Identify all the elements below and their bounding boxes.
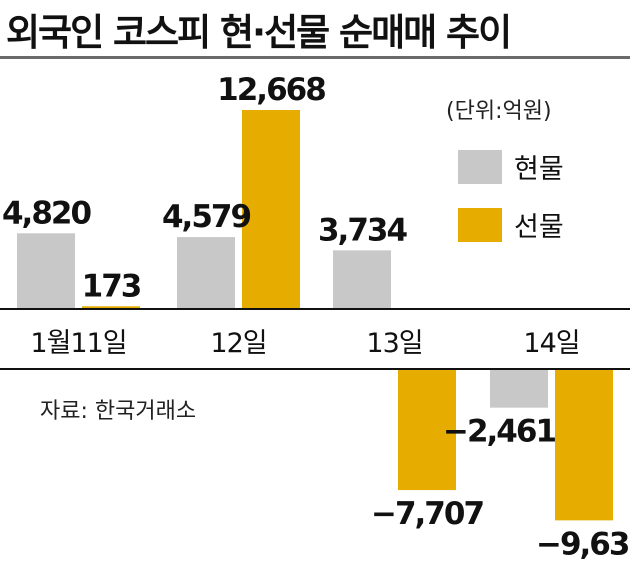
bar-futures-2	[398, 369, 456, 491]
value-label-futures-2: −7,707	[371, 496, 483, 532]
legend-swatch-futures	[458, 207, 502, 242]
value-label-spot-0: 4,820	[2, 195, 91, 231]
x-tick-label-0: 1월11일	[30, 328, 126, 359]
bar-spot-0	[17, 233, 75, 309]
x-tick-label-1: 12일	[210, 328, 266, 359]
bar-spot-3	[490, 369, 548, 408]
bar-spot-2	[333, 250, 391, 309]
legend-label-futures: 선물	[514, 212, 564, 243]
bar-futures-3	[555, 369, 613, 521]
title-band: 외국인 코스피 현·선물 순매매 추이	[0, 0, 630, 54]
bar-spot-1	[177, 237, 235, 309]
legend-item-spot: 현물	[458, 147, 564, 186]
value-label-spot-2: 3,734	[318, 212, 407, 248]
title-divider	[0, 56, 630, 59]
value-label-futures-1: 12,668	[217, 72, 325, 108]
legend-label-spot: 현물	[514, 154, 564, 185]
unit-note: (단위:억원)	[446, 99, 552, 124]
bar-futures-0	[82, 306, 140, 309]
source-note: 자료: 한국거래소	[40, 399, 197, 424]
value-label-futures-0: 173	[82, 268, 141, 304]
x-tick-label-2: 13일	[366, 328, 422, 359]
x-tick-label-3: 14일	[523, 328, 579, 359]
legend-item-futures: 선물	[458, 205, 564, 244]
chart-title: 외국인 코스피 현·선물 순매매 추이	[6, 11, 512, 54]
value-label-spot-1: 4,579	[162, 199, 250, 235]
value-label-futures-3: −9,635	[536, 526, 630, 562]
bar-futures-1	[242, 110, 300, 309]
value-label-spot-3: −2,461	[443, 414, 555, 450]
legend-swatch-spot	[458, 149, 502, 184]
